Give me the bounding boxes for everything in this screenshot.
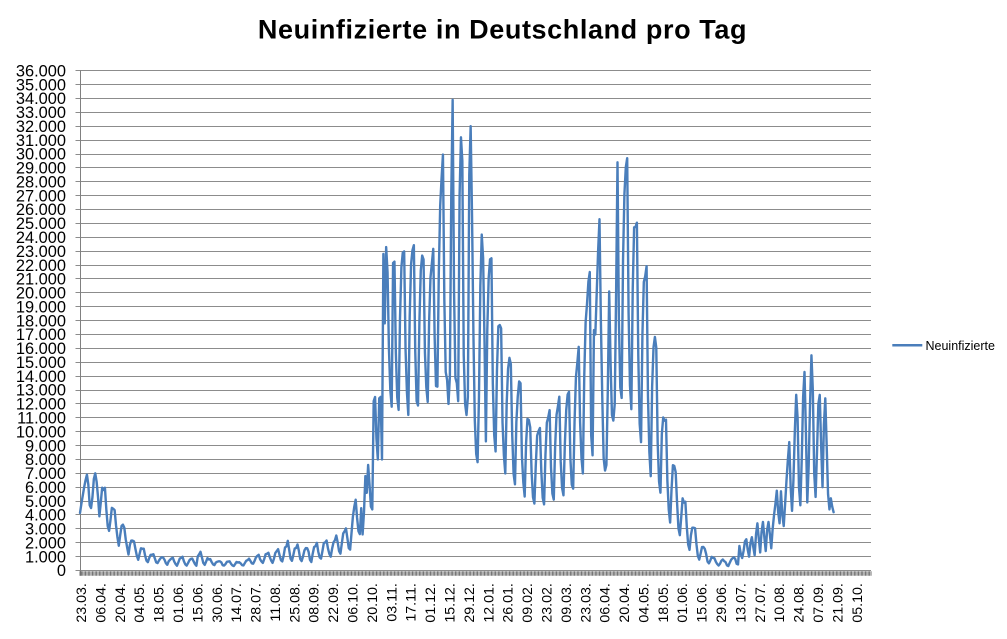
svg-text:05.10.: 05.10. <box>850 583 866 622</box>
svg-text:12.01.: 12.01. <box>481 583 497 622</box>
svg-text:01.06.: 01.06. <box>675 583 691 622</box>
svg-text:04.05.: 04.05. <box>636 583 652 622</box>
svg-text:06.04.: 06.04. <box>598 583 614 622</box>
svg-text:23.03.: 23.03. <box>74 583 90 622</box>
svg-text:21.000: 21.000 <box>16 271 66 289</box>
svg-text:20.10.: 20.10. <box>365 583 381 622</box>
svg-text:9.000: 9.000 <box>25 437 66 455</box>
svg-text:15.12.: 15.12. <box>442 583 458 622</box>
svg-text:15.000: 15.000 <box>16 354 66 372</box>
svg-text:24.000: 24.000 <box>16 229 66 247</box>
svg-text:01.12.: 01.12. <box>423 583 439 622</box>
svg-text:21.09.: 21.09. <box>830 583 846 622</box>
svg-text:32.000: 32.000 <box>16 118 66 136</box>
svg-text:17.000: 17.000 <box>16 326 66 344</box>
svg-text:0: 0 <box>57 562 66 580</box>
svg-text:27.07.: 27.07. <box>753 583 769 622</box>
svg-text:3.000: 3.000 <box>25 521 66 539</box>
svg-text:24.08.: 24.08. <box>792 583 808 622</box>
svg-text:12.000: 12.000 <box>16 396 66 414</box>
svg-text:06.10.: 06.10. <box>346 583 362 622</box>
svg-text:10.08.: 10.08. <box>772 583 788 622</box>
svg-text:18.05.: 18.05. <box>152 583 168 622</box>
svg-text:25.000: 25.000 <box>16 215 66 233</box>
svg-text:06.04.: 06.04. <box>93 583 109 622</box>
svg-text:22.09.: 22.09. <box>326 583 342 622</box>
svg-text:03.11.: 03.11. <box>384 583 400 621</box>
svg-text:35.000: 35.000 <box>16 76 66 94</box>
svg-text:14.000: 14.000 <box>16 368 66 386</box>
svg-text:15.06.: 15.06. <box>190 583 206 622</box>
svg-text:11.000: 11.000 <box>17 409 66 427</box>
svg-text:20.000: 20.000 <box>16 285 66 303</box>
svg-text:07.09.: 07.09. <box>811 583 827 622</box>
svg-text:23.000: 23.000 <box>16 243 66 261</box>
svg-text:19.000: 19.000 <box>16 298 66 316</box>
svg-text:4.000: 4.000 <box>25 507 66 525</box>
svg-text:2.000: 2.000 <box>25 534 66 552</box>
svg-text:25.08.: 25.08. <box>287 583 303 622</box>
svg-text:20.04.: 20.04. <box>617 583 633 622</box>
svg-text:18.000: 18.000 <box>16 312 66 330</box>
svg-text:7.000: 7.000 <box>25 465 66 483</box>
svg-text:17.11.: 17.11. <box>404 583 420 621</box>
svg-text:28.07.: 28.07. <box>249 583 265 622</box>
svg-text:1.000: 1.000 <box>25 548 66 566</box>
svg-text:5.000: 5.000 <box>25 493 66 511</box>
svg-text:36.000: 36.000 <box>16 62 66 80</box>
svg-text:8.000: 8.000 <box>25 451 66 469</box>
svg-text:Neuinfizierte: Neuinfizierte <box>926 339 996 353</box>
svg-text:14.07.: 14.07. <box>229 583 245 622</box>
svg-text:6.000: 6.000 <box>25 479 66 497</box>
svg-text:28.000: 28.000 <box>16 173 66 191</box>
svg-text:09.03.: 09.03. <box>559 583 575 622</box>
svg-text:16.000: 16.000 <box>16 340 66 358</box>
svg-text:23.02.: 23.02. <box>539 583 555 622</box>
svg-text:11.08.: 11.08. <box>268 583 284 621</box>
svg-text:10.000: 10.000 <box>16 423 66 441</box>
svg-text:29.06.: 29.06. <box>714 583 730 622</box>
svg-text:29.000: 29.000 <box>16 160 66 178</box>
svg-text:09.02.: 09.02. <box>520 583 536 622</box>
svg-text:26.01.: 26.01. <box>501 583 517 622</box>
svg-text:13.000: 13.000 <box>16 382 66 400</box>
svg-text:22.000: 22.000 <box>16 257 66 275</box>
svg-text:20.04.: 20.04. <box>113 583 129 622</box>
svg-text:30.000: 30.000 <box>16 146 66 164</box>
svg-text:29.12.: 29.12. <box>462 583 478 622</box>
svg-text:30.06.: 30.06. <box>210 583 226 622</box>
svg-text:33.000: 33.000 <box>16 104 66 122</box>
svg-text:01.06.: 01.06. <box>171 583 187 622</box>
svg-text:13.07.: 13.07. <box>733 583 749 622</box>
svg-text:34.000: 34.000 <box>16 90 66 108</box>
svg-text:26.000: 26.000 <box>16 201 66 219</box>
svg-text:18.05.: 18.05. <box>656 583 672 622</box>
svg-text:Neuinfizierte in Deutschland p: Neuinfizierte in Deutschland pro Tag <box>258 15 747 45</box>
svg-text:04.05.: 04.05. <box>132 583 148 622</box>
svg-text:15.06.: 15.06. <box>695 583 711 622</box>
svg-text:23.03.: 23.03. <box>578 583 594 622</box>
svg-text:08.09.: 08.09. <box>307 583 323 622</box>
svg-text:31.000: 31.000 <box>16 132 66 150</box>
svg-text:27.000: 27.000 <box>16 187 66 205</box>
